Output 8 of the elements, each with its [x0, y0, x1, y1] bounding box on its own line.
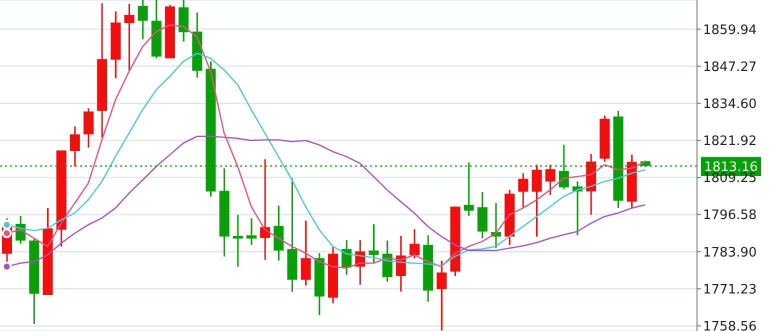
y-tick-label: 1834.60	[703, 96, 757, 112]
y-tick-label: 1821.92	[703, 134, 757, 150]
y-tick-label: 1783.90	[703, 245, 757, 260]
y-tick-label: 1771.23	[703, 282, 757, 298]
y-tick-label: 1758.56	[703, 319, 757, 331]
y-tick-label: 1859.94	[703, 22, 757, 38]
y-tick-label: 1796.58	[703, 208, 757, 224]
y-tick-label: 1847.27	[703, 60, 757, 75]
